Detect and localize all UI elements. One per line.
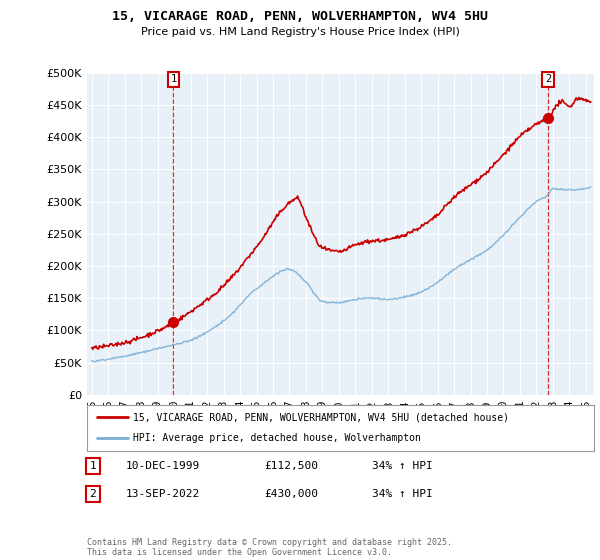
Text: 15, VICARAGE ROAD, PENN, WOLVERHAMPTON, WV4 5HU: 15, VICARAGE ROAD, PENN, WOLVERHAMPTON, … (112, 10, 488, 23)
Text: HPI: Average price, detached house, Wolverhampton: HPI: Average price, detached house, Wolv… (133, 433, 421, 444)
Text: 2: 2 (89, 489, 97, 499)
Text: 34% ↑ HPI: 34% ↑ HPI (372, 461, 433, 471)
Text: 2: 2 (545, 74, 551, 85)
Text: £430,000: £430,000 (264, 489, 318, 499)
Text: 34% ↑ HPI: 34% ↑ HPI (372, 489, 433, 499)
Text: Price paid vs. HM Land Registry's House Price Index (HPI): Price paid vs. HM Land Registry's House … (140, 27, 460, 38)
Text: 15, VICARAGE ROAD, PENN, WOLVERHAMPTON, WV4 5HU (detached house): 15, VICARAGE ROAD, PENN, WOLVERHAMPTON, … (133, 412, 509, 422)
Text: 1: 1 (170, 74, 176, 85)
Text: 13-SEP-2022: 13-SEP-2022 (126, 489, 200, 499)
Text: 10-DEC-1999: 10-DEC-1999 (126, 461, 200, 471)
Text: Contains HM Land Registry data © Crown copyright and database right 2025.
This d: Contains HM Land Registry data © Crown c… (87, 538, 452, 557)
Text: £112,500: £112,500 (264, 461, 318, 471)
Text: 1: 1 (89, 461, 97, 471)
